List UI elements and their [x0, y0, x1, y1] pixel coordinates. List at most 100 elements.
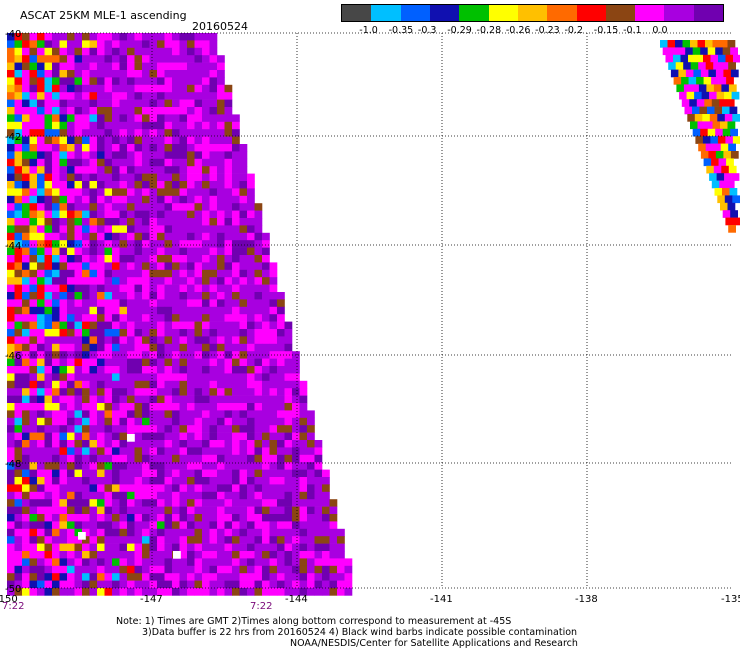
data-cell: [299, 573, 308, 581]
data-cell: [82, 403, 90, 411]
data-cell: [224, 240, 233, 248]
data-cell: [97, 218, 105, 226]
data-cell: [209, 366, 218, 374]
data-cell: [22, 314, 30, 322]
data-cell: [134, 410, 143, 419]
data-cell: [164, 432, 173, 441]
data-cell: [194, 284, 203, 293]
data-cell: [202, 107, 210, 115]
data-cell: [119, 181, 128, 189]
data-cell: [247, 425, 255, 433]
data-cell: [14, 440, 23, 448]
data-cell: [67, 225, 75, 234]
data-cell: [314, 447, 323, 456]
data-cell: [164, 232, 173, 241]
data-cell: [67, 77, 75, 86]
data-cell: [14, 121, 23, 130]
data-cell: [37, 225, 45, 234]
data-cell: [232, 306, 240, 315]
data-cell: [59, 70, 68, 78]
data-cell: [82, 343, 90, 352]
data-cell: [14, 321, 23, 330]
data-cell: [67, 107, 75, 115]
data-cell: [202, 366, 210, 374]
data-cell: [277, 358, 285, 367]
data-cell: [119, 107, 128, 115]
data-cell: [89, 477, 98, 485]
data-cell: [149, 188, 158, 197]
data-cell: [74, 580, 83, 589]
data-cell: [119, 284, 128, 293]
data-cell: [239, 558, 248, 567]
data-cell: [194, 454, 203, 463]
data-cell: [14, 232, 23, 241]
data-cell: [52, 403, 60, 411]
data-cell: [697, 40, 706, 48]
data-cell: [74, 491, 83, 500]
data-cell: [89, 521, 98, 530]
data-cell: [247, 366, 255, 374]
data-cell: [74, 188, 83, 197]
data-cell: [172, 417, 180, 426]
data-cell: [29, 580, 38, 589]
data-cell: [157, 255, 165, 263]
data-cell: [14, 203, 23, 211]
data-cell: [119, 195, 128, 204]
data-cell: [179, 232, 188, 241]
data-cell: [284, 373, 293, 382]
data-cell: [22, 47, 30, 56]
data-cell: [59, 351, 68, 359]
data-cell: [44, 99, 53, 108]
data-cell: [14, 166, 23, 174]
data-cell: [52, 580, 60, 589]
data-cell: [89, 158, 98, 167]
data-cell: [134, 62, 143, 71]
data-cell: [67, 62, 75, 71]
data-cell: [337, 580, 345, 589]
data-cell: [157, 425, 165, 433]
data-cell: [194, 565, 203, 574]
data-cell: [52, 225, 60, 234]
data-cell: [74, 62, 83, 71]
data-cell: [179, 565, 188, 574]
data-cell: [707, 106, 715, 115]
data-cell: [37, 417, 45, 426]
data-cell: [97, 92, 105, 100]
data-cell: [37, 277, 45, 285]
data-cell: [134, 40, 143, 49]
data-cell: [37, 292, 45, 300]
data-cell: [142, 499, 150, 507]
data-cell: [7, 528, 15, 537]
data-cell: [59, 410, 68, 419]
data-cell: [172, 77, 180, 86]
data-cell: [179, 129, 188, 137]
data-cell: [52, 588, 60, 596]
data-cell: [7, 62, 15, 71]
data-cell: [721, 165, 730, 174]
data-cell: [52, 210, 60, 219]
data-cell: [239, 521, 248, 530]
data-cell: [142, 506, 150, 515]
data-cell: [22, 114, 30, 123]
data-cell: [247, 588, 255, 596]
data-cell: [247, 255, 255, 263]
data-cell: [67, 343, 75, 352]
data-cell: [37, 284, 45, 293]
data-cell: [127, 454, 135, 463]
data-cell: [194, 351, 203, 359]
data-cell: [209, 462, 218, 470]
data-cell: [726, 77, 734, 85]
data-cell: [14, 225, 23, 234]
data-cell: [112, 410, 120, 419]
data-cell: [89, 218, 98, 226]
data-cell: [44, 484, 53, 493]
data-cell: [14, 240, 23, 248]
data-cell: [217, 262, 225, 271]
data-cell: [59, 240, 68, 248]
data-cell: [299, 506, 308, 515]
data-cell: [269, 292, 278, 300]
data-cell: [239, 314, 248, 322]
data-cell: [194, 195, 203, 204]
data-cell: [14, 484, 23, 493]
data-cell: [112, 558, 120, 567]
